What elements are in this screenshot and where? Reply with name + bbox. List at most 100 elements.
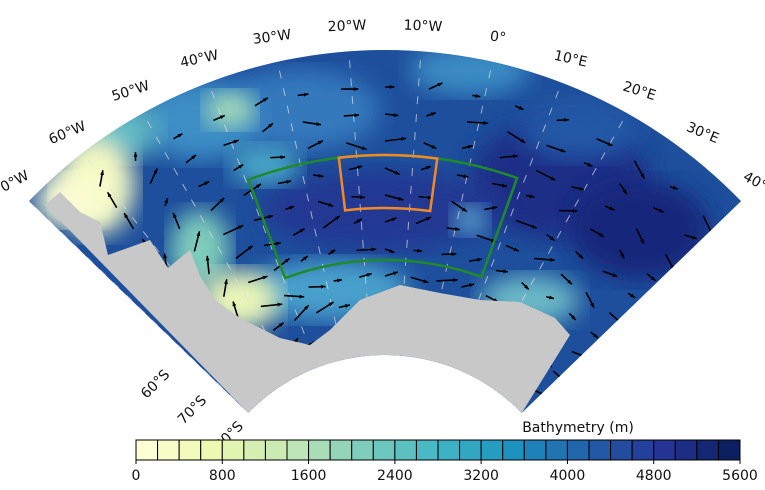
current-arrow-head [607,142,613,146]
bathymetry [28,49,714,414]
focus-region [337,153,439,213]
bathymetry-patch [520,100,640,160]
current-arrow-head [529,194,535,199]
current-arrow-head [579,186,585,191]
current-arrow-head [219,197,225,203]
colorbar-bin [308,439,331,461]
current-arrow-head [426,217,432,221]
colorbar-bin [372,439,396,461]
colorbar-bin [200,439,223,461]
current-arrow-head [205,255,210,261]
current-arrow-head [590,302,595,308]
current-arrow-head [289,206,295,210]
current-arrow-head [173,212,177,218]
current-arrow-head [437,82,443,87]
current-arrow-head [328,202,334,207]
current-arrow-head [317,140,323,145]
current-arrow-head [224,279,228,285]
current-arrow-head [492,205,498,210]
current-arrow-head [247,245,253,251]
colorbar-bin [243,439,266,461]
meridian [452,82,563,368]
colorbar-bin [588,439,612,461]
longitude-label: 70°W [0,168,32,200]
colorbar-tick-label: 3200 [463,468,499,484]
current-arrow-head [463,174,469,179]
current-arrow-head [393,113,399,117]
colorbar-bin [610,439,633,461]
bathymetry-patch [205,92,255,128]
colorbar-tick-label: 5600 [722,468,758,484]
colorbar-bin [459,439,482,461]
meridian [28,200,249,414]
meridian [398,51,422,356]
current-arrow-head [524,284,529,290]
longitude-label: 40°W [179,47,220,71]
current-arrow-head [107,192,112,198]
current-arrow-head [280,155,286,160]
current-arrow-head [423,279,429,284]
colorbar-bin [157,439,180,461]
colorbar-tick-label: 1600 [291,468,327,484]
current-arrow-head [587,162,593,167]
current-arrow-head [337,278,342,283]
current-arrow-head [196,231,201,237]
current-arrow-head [353,87,359,91]
current-arrow-head [316,122,321,126]
colorbar-tick-label: 800 [209,468,236,484]
current-arrow-head [620,322,626,327]
current-arrow-head [612,273,618,277]
current-arrow-head [219,115,225,120]
current-arrow-head [177,133,183,138]
colorbar-title: Bathymetry (m) [522,420,634,436]
current-arrow-head [344,304,350,308]
current-arrow-head [549,236,555,241]
current-arrow-head [334,215,340,221]
meridian [142,112,293,380]
current-arrow-head [518,105,524,110]
current-arrow-head [391,217,397,222]
colorbar-bin [351,439,374,461]
meridian [207,82,318,368]
current-arrow-head [268,123,274,128]
current-arrow-head [262,97,268,102]
colorbar-bin [221,439,245,461]
current-arrow-head [451,252,457,256]
current-arrow-head [650,276,656,281]
study-region [246,153,519,280]
current-arrow-head [286,179,292,184]
current-arrow-head [502,183,507,188]
colorbar-bin [286,439,310,461]
current-arrow-head [691,235,697,240]
latitude-label: 60°S [138,367,173,402]
bathymetry-patch [260,170,500,250]
current-arrow-head [233,139,239,144]
colorbar-bin [135,439,159,461]
current-arrow-head [454,227,460,231]
land [45,192,570,414]
current-arrow-head [163,253,168,259]
current-arrow-head [593,333,599,338]
current-arrow-head [430,112,436,117]
colorbar-bin [415,439,439,461]
current-arrow-head [520,138,526,143]
meridian [82,152,270,395]
colorbar-bin [437,439,461,461]
current-arrow-head [427,195,433,200]
longitude-label: 40°E [740,169,765,199]
current-arrow-head [360,195,365,200]
current-arrow-head [598,232,604,237]
current-arrow-head [572,208,578,213]
current-arrow-head [584,355,590,359]
colorbar-bin [394,439,417,461]
current-arrow-head [578,254,584,259]
current-arrow-head [658,208,664,213]
current-arrow-head [238,225,244,230]
longitude-label: 30°E [684,119,721,147]
longitude-label: 20°W [327,18,366,36]
current-arrow-head [431,144,437,149]
current-arrow-head [622,189,627,195]
current-arrow-head [394,170,400,175]
current-arrow-head [293,338,299,343]
current-arrow-head [513,154,518,159]
